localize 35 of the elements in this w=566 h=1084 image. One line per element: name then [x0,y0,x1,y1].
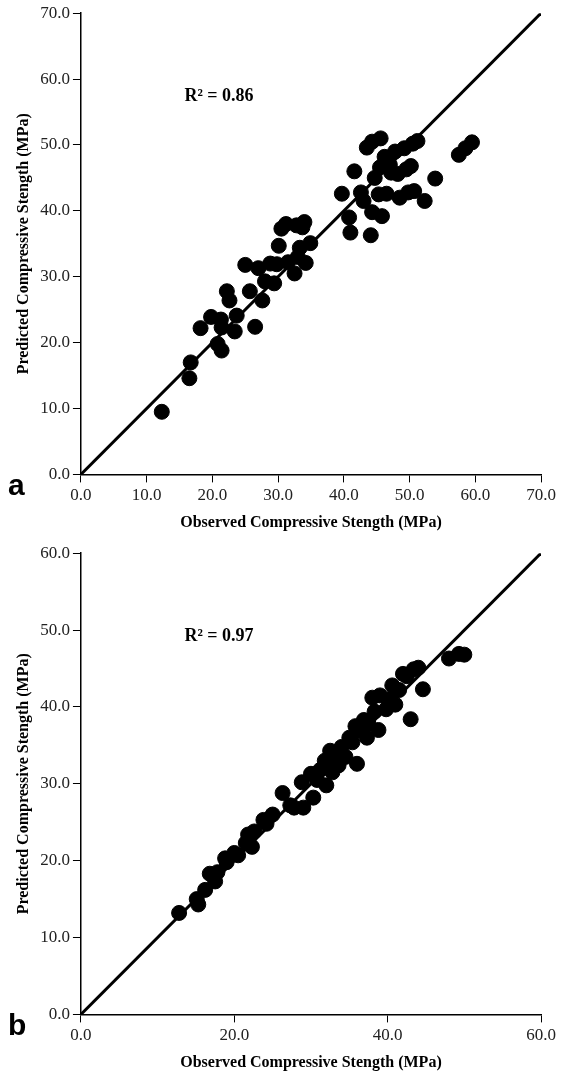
y-tick-label: 60.0 [40,542,70,562]
x-tick-label: 0.0 [70,485,92,505]
y-tick-label: 20.0 [40,332,70,352]
annotation: R² = 0.86 [184,84,254,105]
y-tick-label: 70.0 [40,2,70,22]
x-tick-label: 50.0 [394,485,425,505]
x-tick-label: 10.0 [131,485,162,505]
x-tick-label: 30.0 [263,485,293,505]
annotation: R² = 0.97 [184,624,254,645]
y-tick-label: 50.0 [40,134,70,154]
x-tick-label: 40.0 [372,1025,403,1045]
y-tick-label: 50.0 [40,619,70,639]
x-tick-label: 20.0 [197,485,228,505]
x-tick-label: 40.0 [328,485,359,505]
y-tick-label: 20.0 [40,850,70,870]
x-tick-label: 60.0 [526,1025,556,1045]
x-axis-title: Observed Compressive Stength (MPa) [180,1052,442,1071]
y-tick-label: 40.0 [40,200,70,220]
text: b [8,1008,27,1042]
y-tick-label: 30.0 [40,266,70,286]
y-tick-label: 0.0 [48,463,70,483]
y-tick-label: 0.0 [48,1003,70,1023]
y-axis-title: Predicted Compressive Stength (MPa) [13,653,32,915]
x-axis-title: Observed Compressive Stength (MPa) [180,512,442,531]
x-tick-label: 20.0 [219,1025,250,1045]
x-tick-label: 60.0 [460,485,491,505]
text: a [8,468,25,502]
y-tick-label: 30.0 [40,773,70,793]
y-tick-label: 10.0 [40,397,70,417]
y-axis-title: Predicted Compressive Stength (MPa) [13,113,32,375]
y-tick-label: 60.0 [40,68,70,88]
x-tick-label: 70.0 [526,485,556,505]
x-tick-label: 0.0 [70,1025,92,1045]
y-tick-label: 10.0 [40,927,70,946]
y-tick-label: 40.0 [40,696,70,716]
